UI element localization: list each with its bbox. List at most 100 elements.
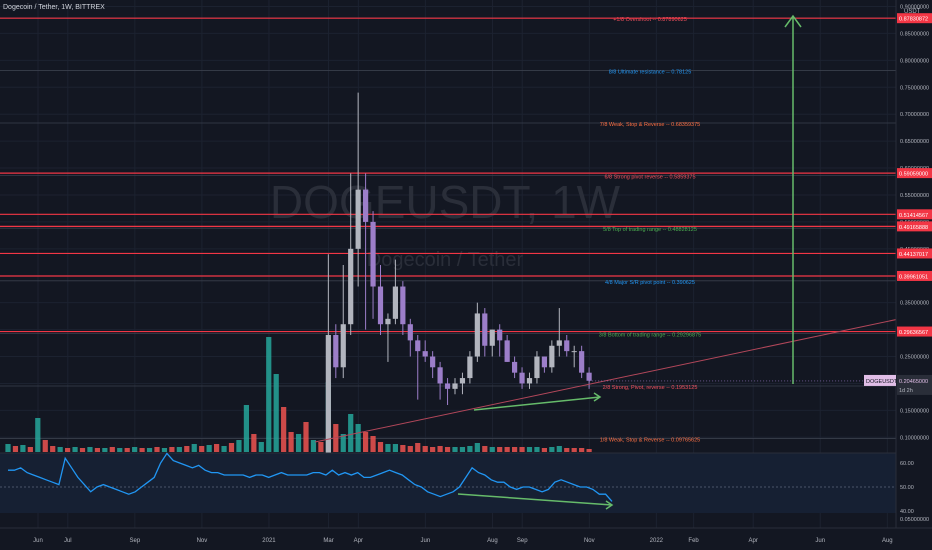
volume-bar [400,445,406,452]
time-axis-label: Aug [487,538,498,544]
volume-bar [526,447,533,452]
volume-bar [497,447,503,452]
volume-bar [139,448,145,452]
target-arrow-head-icon [784,14,802,28]
volume-bar [303,422,309,452]
price-divergence-arrow-head-icon [593,392,602,402]
support-resistance-lines[interactable] [0,17,896,333]
time-axis-label: Jul [64,538,72,544]
time-axis-label: Sep [130,538,141,544]
time-axis-label: Nov [584,538,595,544]
volume-bar [370,436,376,452]
price-tick-label: 0.25000000 [900,355,929,361]
last-price-tag[interactable]: DOGEUSDT 0.20465000 1d 2h [589,374,932,395]
price-divergence-arrow[interactable] [473,396,601,411]
candle-body [348,248,354,325]
candle-body [392,286,398,319]
candle-body [422,351,428,357]
volume-bar [94,448,100,452]
volume-bar [87,447,93,452]
murrey-level-label: 8/8 Ultimate resistance -- 0.78125 [609,69,692,75]
volume-bar [377,442,384,452]
volume-bar [482,446,488,452]
candle-body [459,378,466,384]
price-level-tag [897,168,932,179]
price-tick-label: 0.35000000 [900,301,929,307]
last-price-symbol-tag[interactable] [864,374,896,386]
volume-bar [459,447,466,452]
volume-bar [236,440,242,452]
candle-body [444,383,451,389]
candle-body [415,340,421,352]
candle-body [571,351,577,353]
price-level-tag-text: 0.87830872 [899,17,928,23]
candle-body [512,361,518,373]
volume-bar [541,448,547,452]
candle-body [437,367,443,384]
price-level-tag [897,221,932,232]
time-axis-label: Aug [882,538,893,544]
time-axis-label: Jun [421,538,431,544]
murrey-level-label: 3/8 Bottom of trading range -- 0.2929687… [599,332,701,338]
volume-bar [273,374,279,452]
volume-bar [191,444,197,452]
drawings[interactable] [314,14,932,443]
time-axis-label: Apr [749,538,758,544]
murrey-level-label: 4/8 Major S/R pivot point -- 0.390625 [605,280,695,286]
volume-bar [512,447,518,452]
volume-bar [355,424,361,452]
time-axis-background [0,528,932,550]
volume-bar [35,418,41,452]
price-tick-label: 0.65000000 [900,139,929,145]
volume-bar [161,448,168,452]
volume-bar [288,432,294,452]
rsi-pane[interactable] [0,452,896,513]
candle-body [363,189,369,222]
rsi-tick-label: 40.00 [900,509,914,515]
price-level-tag [897,326,932,337]
volume-bar [27,447,33,452]
volume-bar [117,448,123,452]
rising-trendline[interactable] [314,311,932,443]
candle-body [333,334,339,368]
time-axis[interactable]: Jun Jul Sep Nov 2021 Mar Apr Jun Aug Sep Nov 2022 Fe… [0,527,932,550]
volume-bar [20,445,26,452]
volume-bar [586,449,592,452]
rsi-divergence-arrow[interactable] [457,493,613,506]
time-axis-label: Feb [688,538,699,544]
candle-body [355,189,361,249]
volume-bar [340,434,346,452]
candle-body [325,334,331,459]
murrey-level-label: 5/8 Top of trading range -- 0.48828125 [603,227,697,233]
volume-bar [72,447,78,452]
price-level-tag-text: 0.39961051 [899,274,928,280]
volume-bar [452,447,458,452]
volume-bar [251,434,257,452]
price-level-tag-text: 0.49165888 [899,225,928,231]
volume-bar [556,446,562,452]
volume-bar [146,448,153,452]
volume-bar [549,447,555,452]
candle-body [534,356,540,379]
volume-bar [199,446,205,452]
rsi-tick-label: 60.00 [900,461,914,467]
volume-bar [467,446,473,452]
price-tick-label: 0.55000000 [900,193,929,199]
candle-body [430,356,436,368]
price-tick-label: 0.70000000 [900,112,929,118]
price-axis[interactable]: USDT 0.90000000 0.85000000 0.80000000 0.750… [895,0,932,550]
price-tick-label: 0.90000000 [900,5,929,11]
price-level-tag [897,209,932,220]
volume-bar [266,337,272,452]
volume-bar [228,443,235,452]
candle-body [526,378,533,384]
time-axis-label: Mar [323,538,333,544]
murrey-level-label: +1/8 Overshoot -- 0.87890625 [613,17,687,23]
volume-bar [392,444,398,452]
rsi-background [0,453,896,513]
murrey-level-label: 7/8 Weak, Stop & Reverse -- 0.68359375 [600,122,701,128]
price-tick-label: 0.10000000 [900,435,929,441]
volume-bar [109,447,115,452]
time-axis-label: 2022 [650,538,664,544]
